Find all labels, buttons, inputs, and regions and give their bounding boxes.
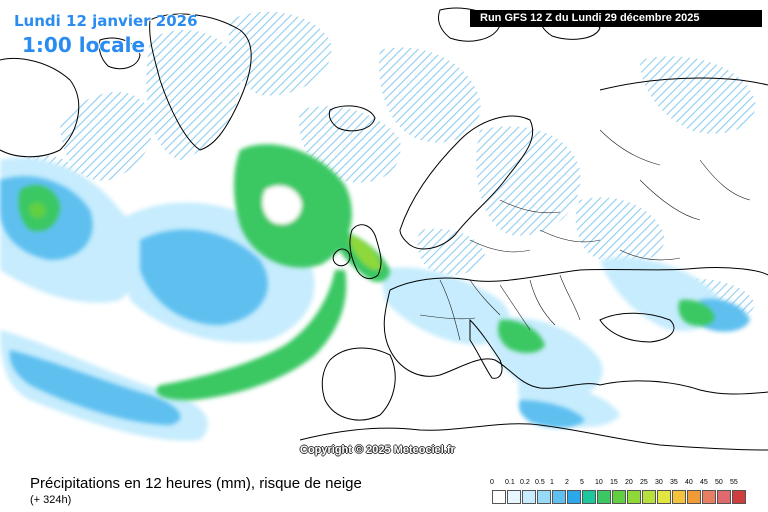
legend-label: 0.1: [505, 479, 515, 486]
legend-label: 10: [595, 479, 603, 486]
forecast-date: Lundi 12 janvier 2026: [14, 12, 198, 30]
legend-swatch: [642, 490, 656, 504]
legend-label: 15: [610, 479, 618, 486]
legend-swatch: [582, 490, 596, 504]
legend-swatch: [537, 490, 551, 504]
legend-swatch: [702, 490, 716, 504]
legend-swatch: [612, 490, 626, 504]
legend-swatch: [522, 490, 536, 504]
legend-labels: 0 0.1 0.2 0.5 1 2 5 10 15 20 25 30 35 40 45 50 55: [490, 479, 756, 489]
copyright-text: Copyright © 2025 Meteociel.fr: [300, 444, 455, 456]
legend-swatches: [492, 490, 747, 506]
map-footer: Précipitations en 12 heures (mm), risque…: [0, 470, 768, 512]
legend-label: 25: [640, 479, 648, 486]
legend-swatch: [552, 490, 566, 504]
forecast-time: 1:00 locale: [22, 33, 146, 57]
legend-label: 0.5: [535, 479, 545, 486]
legend-label: 35: [670, 479, 678, 486]
legend-swatch: [717, 490, 731, 504]
coastlines: [0, 7, 768, 451]
heavy-precipitation: [18, 144, 715, 401]
legend-label: 2: [565, 479, 569, 486]
color-scale-legend: 0 0.1 0.2 0.5 1 2 5 10 15 20 25 30 35 40 45 50 55: [490, 479, 760, 509]
legend-swatch: [687, 490, 701, 504]
legend-label: 55: [730, 479, 738, 486]
legend-label: 45: [700, 479, 708, 486]
run-label: Run GFS 12 Z du Lundi 29 décembre 2025: [470, 10, 762, 27]
snow-risk-hatching: [18, 11, 756, 321]
legend-label: 0.2: [520, 479, 530, 486]
legend-swatch: [672, 490, 686, 504]
country-borders: [419, 129, 751, 341]
legend-title: Précipitations en 12 heures (mm), risque…: [30, 475, 362, 492]
legend-label: 0: [490, 479, 494, 486]
legend-swatch: [567, 490, 581, 504]
legend-label: 1: [550, 479, 554, 486]
legend-swatch: [627, 490, 641, 504]
legend-label: 50: [715, 479, 723, 486]
legend-swatch: [507, 490, 521, 504]
legend-swatch: [657, 490, 671, 504]
legend-swatch: [732, 490, 746, 504]
map-canvas: [0, 7, 768, 451]
precipitation-map: Lundi 12 janvier 2026 1:00 locale Run GF…: [0, 7, 768, 456]
legend-label: 30: [655, 479, 663, 486]
legend-label: 20: [625, 479, 633, 486]
legend-label: 40: [685, 479, 693, 486]
legend-swatch: [597, 490, 611, 504]
legend-swatch: [492, 490, 506, 504]
legend-label: 5: [580, 479, 584, 486]
forecast-lead-time: (+ 324h): [30, 494, 72, 506]
moderate-precipitation: [0, 176, 750, 428]
